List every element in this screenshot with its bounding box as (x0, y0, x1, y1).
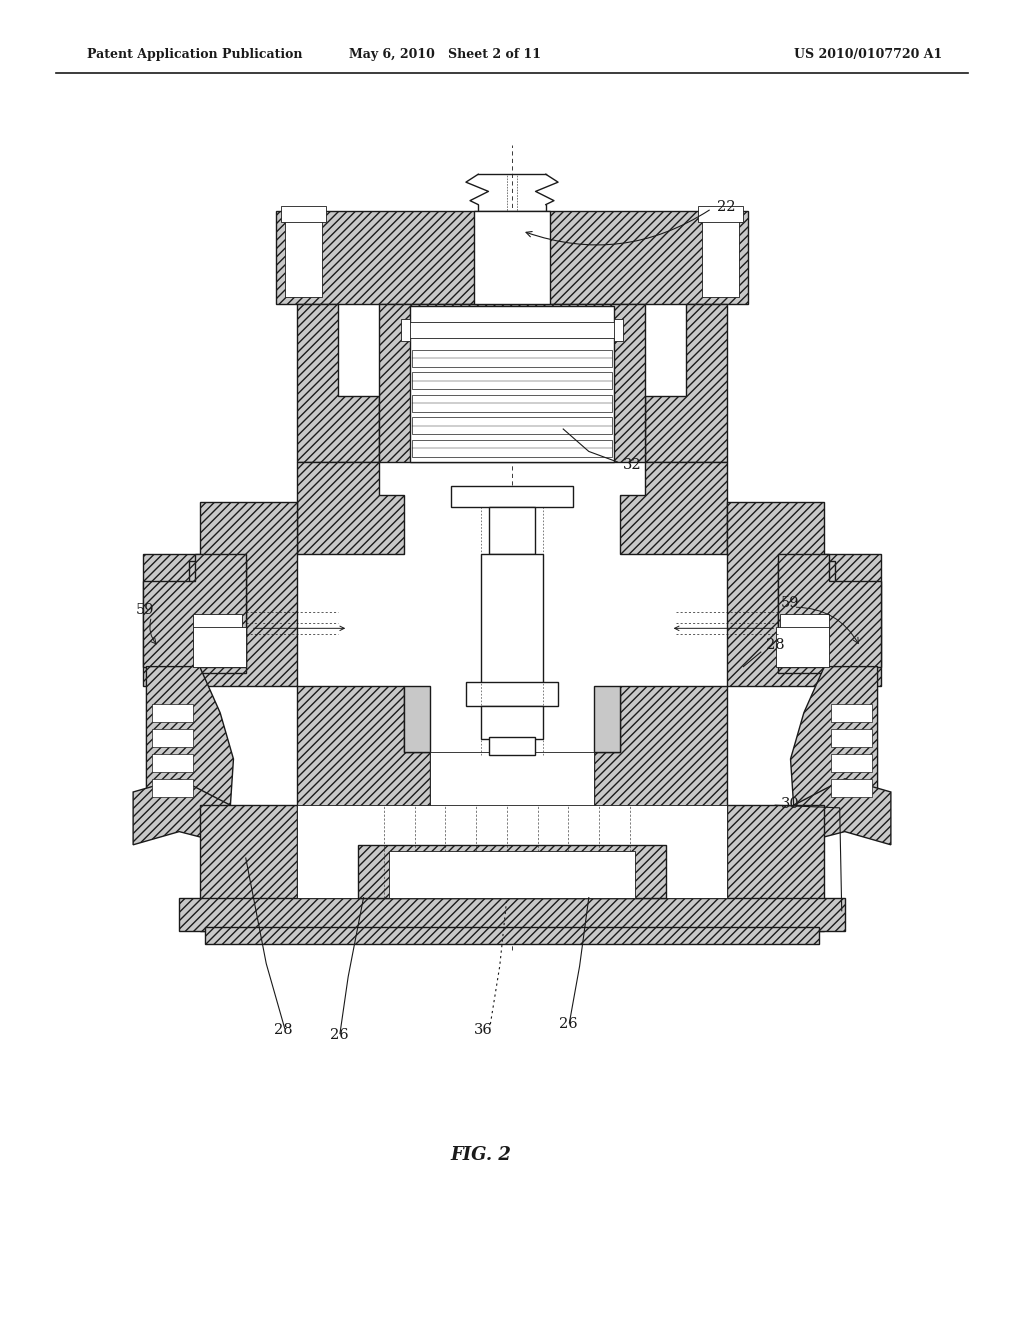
Text: 22: 22 (717, 201, 735, 214)
Polygon shape (389, 851, 635, 898)
Polygon shape (205, 927, 819, 944)
Text: 30: 30 (781, 797, 800, 810)
Polygon shape (489, 507, 535, 554)
Polygon shape (466, 682, 558, 706)
Polygon shape (404, 686, 430, 752)
Polygon shape (778, 554, 881, 667)
Polygon shape (358, 845, 666, 898)
Polygon shape (620, 462, 727, 554)
Polygon shape (451, 486, 573, 507)
Text: 26: 26 (330, 1028, 348, 1041)
Polygon shape (152, 704, 193, 722)
Polygon shape (297, 462, 404, 554)
Polygon shape (412, 395, 612, 412)
Polygon shape (133, 779, 230, 845)
Text: 36: 36 (474, 1023, 493, 1036)
Polygon shape (143, 554, 246, 667)
Polygon shape (410, 306, 614, 462)
Polygon shape (193, 614, 242, 647)
Polygon shape (143, 502, 297, 686)
Text: 26: 26 (559, 1018, 578, 1031)
Polygon shape (614, 319, 623, 341)
Polygon shape (831, 754, 872, 772)
Polygon shape (412, 372, 612, 389)
Polygon shape (481, 554, 543, 686)
Polygon shape (297, 686, 430, 832)
Polygon shape (780, 614, 829, 647)
Polygon shape (645, 304, 727, 462)
Text: US 2010/0107720 A1: US 2010/0107720 A1 (794, 48, 942, 61)
Polygon shape (379, 304, 645, 462)
Text: May 6, 2010   Sheet 2 of 11: May 6, 2010 Sheet 2 of 11 (349, 48, 542, 61)
Text: 59: 59 (780, 597, 799, 610)
Polygon shape (778, 561, 835, 673)
Polygon shape (276, 211, 748, 304)
Text: 28: 28 (274, 1023, 293, 1036)
Polygon shape (831, 729, 872, 747)
Text: FIG. 2: FIG. 2 (451, 1146, 512, 1164)
Polygon shape (152, 779, 193, 797)
Polygon shape (831, 704, 872, 722)
Polygon shape (285, 215, 322, 297)
Polygon shape (152, 729, 193, 747)
Polygon shape (297, 805, 727, 898)
Text: 32: 32 (623, 458, 641, 471)
Polygon shape (412, 417, 612, 434)
Polygon shape (489, 737, 535, 755)
Polygon shape (281, 206, 326, 222)
Polygon shape (473, 211, 551, 304)
Polygon shape (297, 304, 379, 462)
Polygon shape (702, 215, 739, 297)
Polygon shape (727, 502, 881, 686)
Polygon shape (430, 752, 594, 832)
Polygon shape (193, 627, 246, 667)
Polygon shape (146, 667, 233, 805)
Polygon shape (401, 319, 410, 341)
Text: 28: 28 (766, 639, 784, 652)
Polygon shape (776, 627, 829, 667)
Polygon shape (179, 898, 845, 931)
Text: 59: 59 (136, 603, 155, 616)
Polygon shape (152, 754, 193, 772)
Polygon shape (594, 686, 620, 752)
Polygon shape (831, 779, 872, 797)
Polygon shape (412, 350, 612, 367)
Polygon shape (189, 561, 246, 673)
Text: Patent Application Publication: Patent Application Publication (87, 48, 302, 61)
Polygon shape (794, 779, 891, 845)
Polygon shape (407, 322, 617, 338)
Polygon shape (594, 686, 727, 832)
Polygon shape (481, 706, 543, 739)
Polygon shape (200, 805, 297, 931)
Polygon shape (430, 834, 594, 871)
Polygon shape (698, 206, 743, 222)
Polygon shape (727, 805, 824, 931)
Polygon shape (412, 440, 612, 457)
Polygon shape (791, 667, 878, 805)
